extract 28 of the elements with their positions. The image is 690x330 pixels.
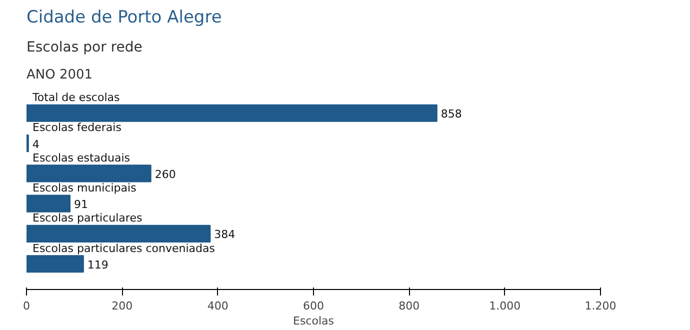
chart-title: Cidade de Porto Alegre	[26, 8, 222, 28]
y-tick-label: Escolas estaduais	[32, 151, 130, 164]
data-label: 858	[440, 108, 462, 121]
x-tick-label: 800	[398, 300, 420, 312]
bar	[26, 255, 84, 273]
x-axis-title: Escolas	[293, 314, 334, 328]
y-tick-label: Total de escolas	[32, 91, 120, 104]
data-label: 119	[87, 258, 108, 272]
y-tick-label: Escolas municipais	[32, 182, 137, 195]
data-label: 384	[214, 228, 236, 242]
y-tick-label: Escolas particulares conveniadas	[32, 242, 216, 255]
x-tick-label: 1.200	[584, 300, 616, 312]
x-tick-label: 600	[303, 300, 324, 312]
data-label: 4	[32, 138, 40, 151]
x-tick-label: 1.000	[489, 300, 521, 312]
bar	[26, 104, 438, 122]
bar	[26, 194, 71, 212]
chart-subtitle: Escolas por rede	[26, 40, 142, 56]
data-label: 260	[154, 168, 176, 181]
bar	[26, 164, 152, 182]
x-tick-label: 0	[23, 300, 30, 312]
x-tick-label: 400	[207, 300, 228, 312]
data-label: 91	[74, 198, 88, 212]
text: ANO 2001	[26, 68, 93, 82]
bar	[26, 224, 211, 243]
y-tick-label: Escolas federais	[32, 121, 122, 134]
x-tick-label: 200	[112, 300, 133, 312]
y-tick-label: Escolas particulares	[32, 212, 142, 225]
